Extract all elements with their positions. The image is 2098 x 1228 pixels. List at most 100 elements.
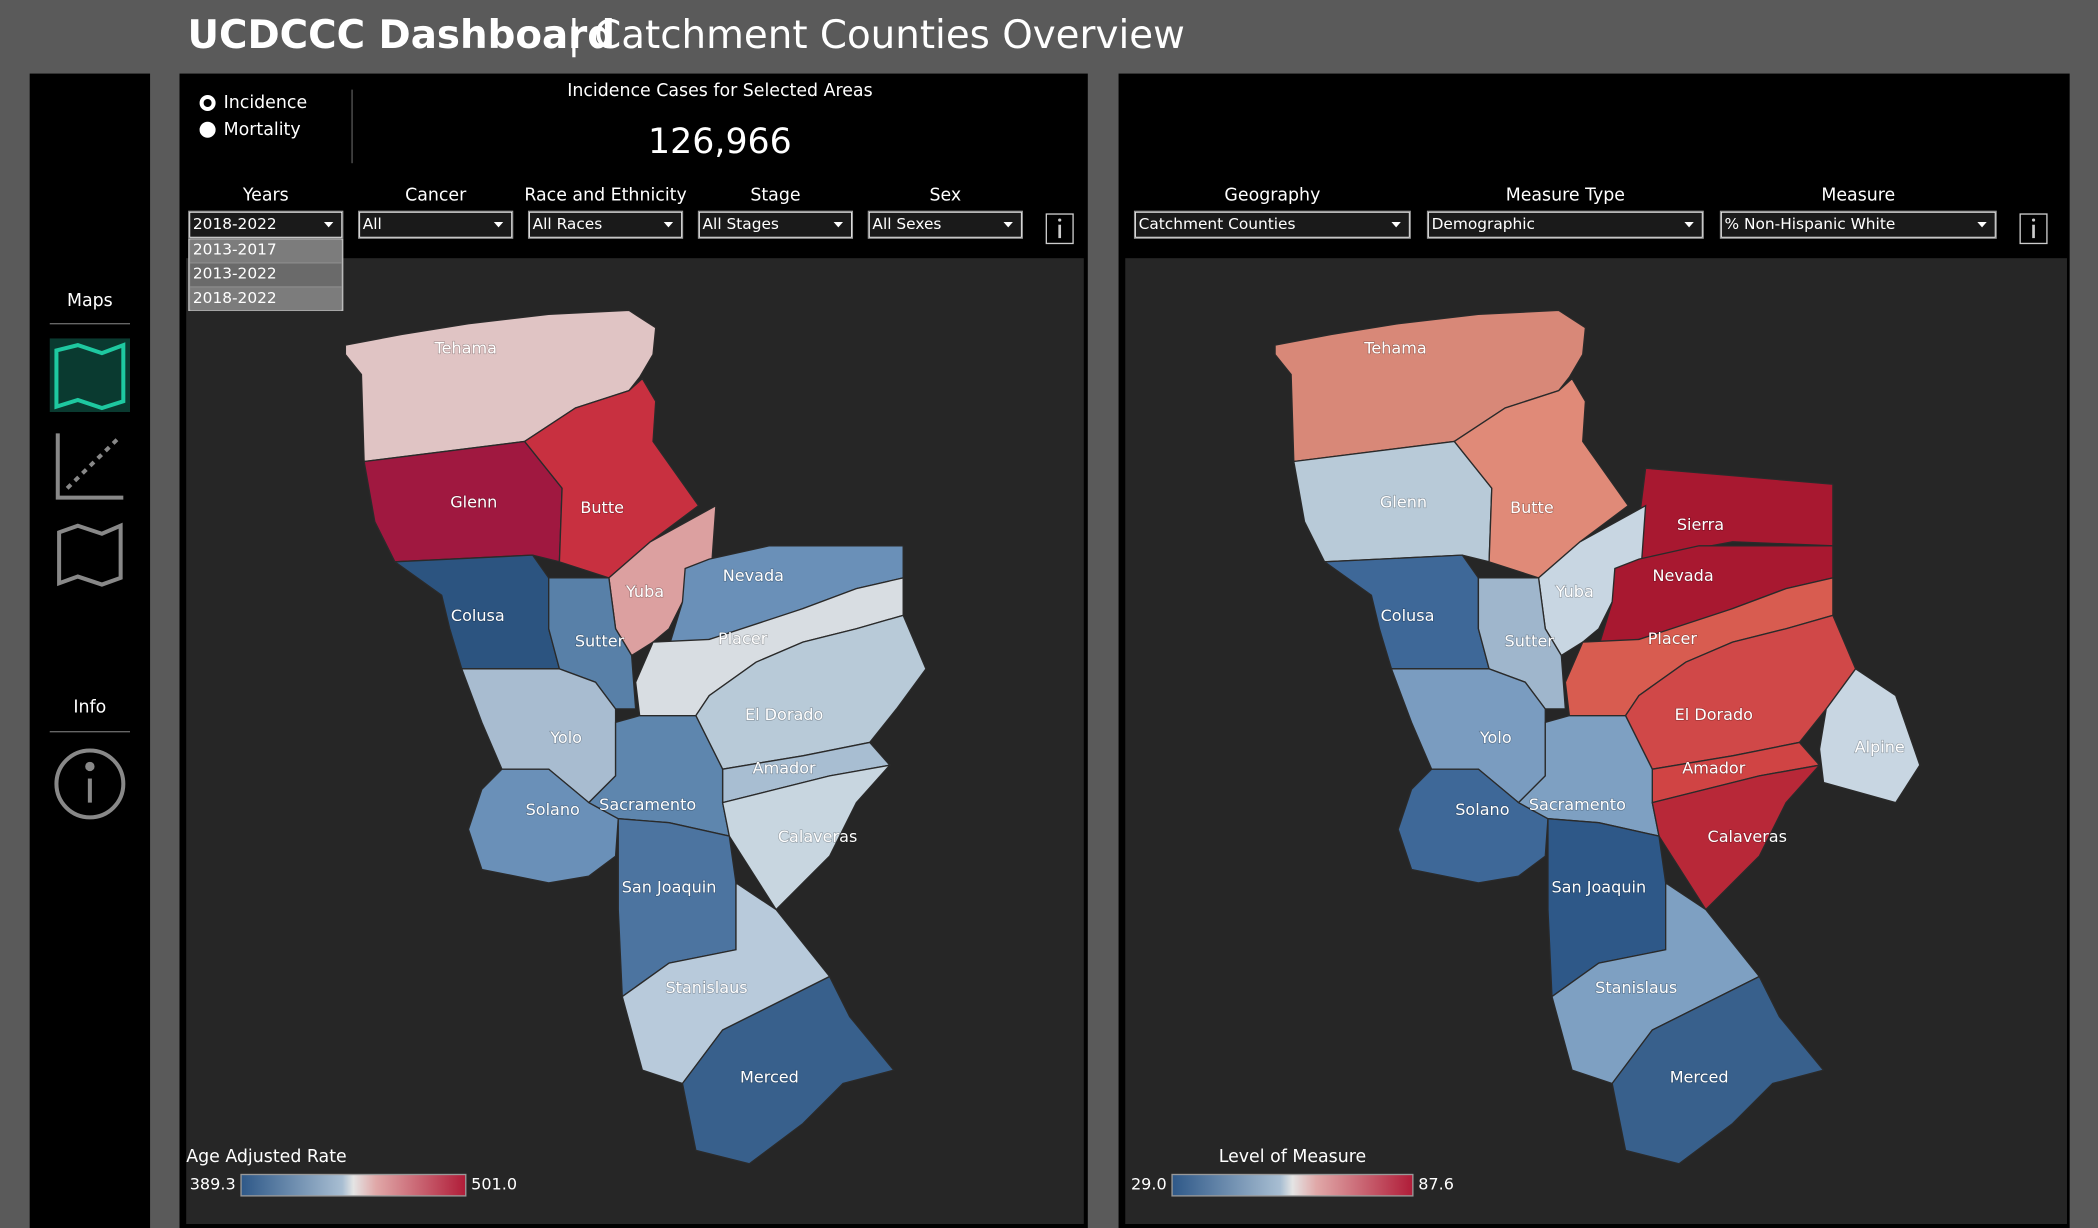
dropdown-value: All Sexes (872, 215, 941, 233)
scatter-icon[interactable] (55, 433, 124, 500)
county[interactable] (1611, 975, 1825, 1165)
title: UCDCCC Dashboard (188, 13, 616, 58)
legend-max: 87.6 (1418, 1175, 1454, 1194)
subtitle: Catchment Counties Overview (594, 13, 1185, 58)
dropdown-fill (529, 212, 682, 237)
legend-gradient (1171, 1173, 1414, 1197)
county-label: Solano (526, 800, 580, 819)
county[interactable] (344, 309, 657, 463)
county-label: Tehama (434, 339, 497, 358)
county-label: Merced (740, 1068, 799, 1087)
info-button[interactable] (1045, 213, 1074, 245)
county[interactable] (548, 577, 637, 710)
county-label: Yuba (1555, 582, 1594, 601)
county-label: Colusa (451, 606, 505, 625)
filter-label: Stage (750, 185, 800, 205)
legend-min: 29.0 (1131, 1175, 1167, 1194)
county[interactable] (467, 768, 619, 884)
dropdown-option[interactable] (190, 287, 342, 311)
filter-label: Years (242, 185, 289, 205)
maps-label: Maps (67, 291, 113, 311)
dropdown-option-label: 2013-2017 (193, 241, 277, 259)
dropdown-arrow (663, 222, 674, 228)
county[interactable] (1651, 764, 1822, 911)
county[interactable] (1551, 881, 1761, 1085)
county[interactable] (1453, 377, 1630, 579)
radio-mortality[interactable] (199, 121, 216, 138)
county-label: Calaveras (1708, 827, 1788, 846)
county-label: Amador (753, 759, 816, 778)
county-label: San Joaquin (1551, 878, 1646, 897)
county-label: Sacramento (599, 795, 696, 814)
dropdown-value: All Races (533, 215, 603, 233)
dropdown-value: All (363, 215, 382, 233)
county-label: Glenn (450, 492, 497, 511)
dropdown-fill (699, 212, 852, 237)
map-icon-2[interactable] (57, 522, 123, 587)
county-label: Yuba (625, 582, 664, 601)
info-button[interactable] (2019, 213, 2048, 245)
county-label: Nevada (723, 566, 784, 585)
county[interactable] (1397, 768, 1549, 884)
county[interactable] (523, 377, 700, 579)
dropdown-fill (1135, 212, 1409, 237)
legend-title: Age Adjusted Rate (186, 1147, 347, 1167)
county-label: Sutter (575, 632, 625, 651)
dropdown-value: Demographic (1432, 215, 1535, 233)
radio-label: Incidence (224, 93, 308, 113)
county[interactable] (681, 975, 896, 1165)
county-label: Butte (1510, 498, 1554, 517)
sidebar (29, 73, 151, 1228)
filter-label: Measure (1821, 185, 1895, 205)
county-label: Merced (1670, 1068, 1729, 1087)
dropdown-arrow (323, 222, 334, 228)
dropdown-fill (1721, 212, 1995, 237)
radio-incidence[interactable] (199, 94, 216, 112)
county-label: Yolo (1479, 728, 1512, 747)
dropdown-fill (360, 212, 512, 237)
county-label: Colusa (1381, 606, 1435, 625)
cases-label: Incidence Cases for Selected Areas (567, 81, 872, 101)
county[interactable] (1477, 577, 1567, 710)
legend-max: 501.0 (471, 1175, 517, 1194)
dropdown-arrow (493, 222, 504, 228)
legend-min: 389.3 (190, 1175, 236, 1194)
separator: | (567, 13, 580, 58)
county-label: Amador (1682, 759, 1745, 778)
county-label: Glenn (1380, 492, 1427, 511)
county-label: San Joaquin (622, 878, 717, 897)
dropdown-option[interactable] (190, 263, 342, 287)
map-icon[interactable] (49, 338, 131, 413)
county[interactable] (1274, 309, 1587, 463)
county-label: Placer (718, 629, 768, 648)
county-label: Yolo (549, 728, 582, 747)
county-label: Nevada (1652, 566, 1713, 585)
filter-label: Geography (1224, 185, 1320, 205)
county-label: Sacramento (1529, 795, 1626, 814)
dropdown-option[interactable] (190, 239, 342, 263)
county-label: El Dorado (1675, 705, 1753, 724)
dropdown-arrow (1391, 222, 1401, 228)
dropdown-value: Catchment Counties (1139, 215, 1296, 233)
cases-value: 126,966 (648, 122, 792, 162)
dropdown-option-label: 2018-2022 (193, 289, 277, 307)
county-label: Stanislaus (1595, 978, 1677, 997)
county[interactable] (1818, 667, 1921, 804)
dropdown-option-label: 2013-2022 (193, 265, 277, 283)
radio-label: Mortality (224, 120, 301, 140)
filter-label: Measure Type (1506, 185, 1625, 205)
info-label: Info (73, 698, 106, 718)
county[interactable] (721, 764, 892, 911)
dropdown-fill (869, 212, 1021, 237)
county-label: Tehama (1363, 339, 1426, 358)
county-label: Solano (1455, 800, 1509, 819)
legend-gradient (240, 1173, 467, 1197)
legend-title: Level of Measure (1219, 1147, 1367, 1167)
filter-label: Race and Ethnicity (524, 185, 686, 205)
dropdown-arrow (833, 222, 843, 228)
info-icon[interactable] (54, 748, 126, 820)
dropdown-value: 2018-2022 (193, 215, 277, 233)
county-label: El Dorado (745, 705, 823, 724)
county[interactable] (621, 881, 831, 1085)
